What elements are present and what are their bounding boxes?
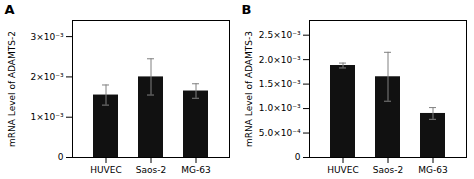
svg-text:2×10⁻³: 2×10⁻³ <box>30 72 63 82</box>
svg-text:1.5×10⁻³: 1.5×10⁻³ <box>259 79 301 89</box>
svg-text:Saos-2: Saos-2 <box>373 165 403 175</box>
svg-text:2.5×10⁻³: 2.5×10⁻³ <box>259 30 301 40</box>
svg-text:5.0×10⁻⁴: 5.0×10⁻⁴ <box>259 128 301 138</box>
svg-text:mRNA Level of ADAMTS-2: mRNA Level of ADAMTS-2 <box>7 31 17 147</box>
svg-text:2.0×10⁻³: 2.0×10⁻³ <box>259 55 301 65</box>
svg-text:1×10⁻³: 1×10⁻³ <box>30 112 63 122</box>
svg-text:MG-63: MG-63 <box>181 165 210 175</box>
svg-text:Saos-2: Saos-2 <box>136 165 166 175</box>
svg-text:HUVEC: HUVEC <box>90 165 121 175</box>
svg-text:MG-63: MG-63 <box>418 165 447 175</box>
svg-text:3×10⁻³: 3×10⁻³ <box>30 31 63 41</box>
svg-text:0: 0 <box>58 152 64 162</box>
svg-text:mRNA Level of ADAMTS-3: mRNA Level of ADAMTS-3 <box>244 31 254 147</box>
svg-text:HUVEC: HUVEC <box>327 165 358 175</box>
svg-text:B: B <box>242 2 252 17</box>
svg-text:0: 0 <box>295 152 301 162</box>
svg-text:A: A <box>5 2 15 17</box>
svg-text:1.0×10⁻³: 1.0×10⁻³ <box>259 103 301 113</box>
